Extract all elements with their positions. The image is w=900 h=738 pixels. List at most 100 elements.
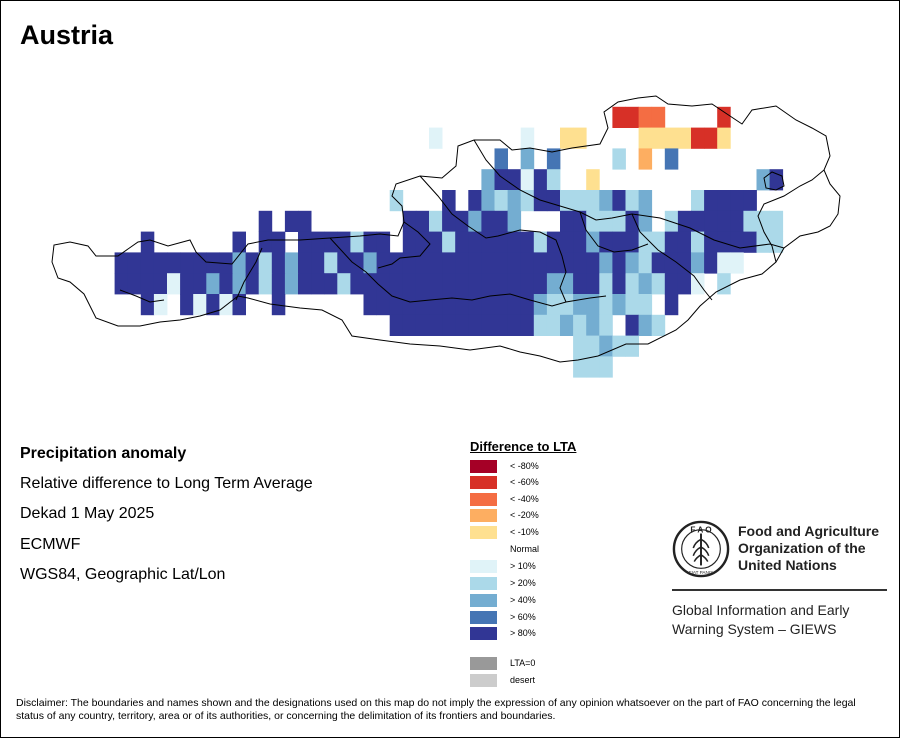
country-boundary [51,95,841,363]
grid-cell [494,314,508,336]
info-source: ECMWF [20,536,81,553]
grid-cell [415,294,430,316]
grid-cell [546,169,561,191]
grid-cell [337,252,351,274]
grid-cell [389,252,404,274]
grid-cell [429,210,443,232]
state-boundary [757,169,825,263]
grid-cell [612,273,626,295]
grid-cell [271,252,286,274]
state-boundary [631,213,713,301]
grid-cell [337,273,351,295]
grid-cell [167,273,181,295]
grid-cell [363,231,377,253]
state-boundary [235,247,263,301]
legend-label: > 20% [510,578,536,588]
grid-cell [127,252,142,274]
grid-cell [193,294,207,316]
grid-cell [769,231,784,253]
grid-cell [651,273,666,295]
grid-cell [468,252,482,274]
grid-cell [311,231,325,253]
grid-cell [258,210,273,232]
grid-cell [494,190,508,212]
grid-cell [599,356,613,378]
grid-cell [520,294,535,316]
grid-cell [402,273,417,295]
grid-cell [376,231,391,253]
grid-cell [638,127,653,149]
legend-label: Normal [510,544,540,554]
grid-cell [612,231,626,253]
grid-cell [651,106,666,128]
grid-cell [730,190,744,212]
grid-cell [376,252,391,274]
grid-cell [704,210,718,232]
grid-cell [114,273,129,295]
grid-cell [271,231,286,253]
grid-cell [337,231,351,253]
grid-cell [586,335,600,357]
grid-cell [455,252,469,274]
state-boundary [419,175,567,303]
grid-cell [415,252,430,274]
grid-cell [468,314,482,336]
grid-cell [284,252,299,274]
grid-cell [573,335,587,357]
grid-cell [520,231,535,253]
grid-cell [704,127,718,149]
grid-cell [704,252,718,274]
grid-cell [546,190,561,212]
grid-cell [481,190,495,212]
legend-swatch [470,627,497,640]
grid-cell [520,148,535,170]
grid-cell [664,294,679,316]
legend-swatch [470,674,497,687]
grid-cell [691,252,705,274]
legend-swatch [470,526,497,539]
grid-cell [507,169,522,191]
grid-cell [612,252,626,274]
grid-cell [677,231,692,253]
org-name-line: Organization of the [738,540,866,556]
grid-cell [284,210,299,232]
grid-cell [756,231,770,253]
grid-cell [664,252,679,274]
legend-label: > 80% [510,628,536,638]
state-boundary [119,289,165,303]
precipitation-anomaly-map [51,95,841,378]
grid-cell [533,231,548,253]
grid-cell [586,210,600,232]
grid-cell [442,252,456,274]
grid-cell [481,273,495,295]
grid-cell [429,127,443,149]
grid-cell [193,252,207,274]
svg-text:F A O: F A O [690,526,712,535]
grid-cell [533,252,548,274]
grid-cell [494,294,508,316]
grid-cell [691,273,705,295]
grid-cell [573,294,587,316]
grid-cell [442,190,456,212]
grid-cell [599,335,613,357]
legend-swatch [470,657,497,670]
system-name-line: Warning System – GIEWS [672,621,837,637]
grid-cell [429,314,443,336]
org-name-line: Food and Agriculture [738,523,880,539]
grid-cell [599,252,613,274]
legend-label: > 40% [510,595,536,605]
grid-cell [586,190,600,212]
grid-cell [363,294,377,316]
grid-cell [677,210,692,232]
grid-cell [533,273,548,295]
grid-cell [298,252,312,274]
grid-cell [402,210,417,232]
legend-title: Difference to LTA [470,439,577,454]
grid-cell [599,314,613,336]
grid-cell [651,314,666,336]
grid-cell [573,127,587,149]
grid-cell [691,210,705,232]
grid-cell [638,190,653,212]
legend-label: < -60% [510,477,539,487]
grid-cell [481,210,495,232]
